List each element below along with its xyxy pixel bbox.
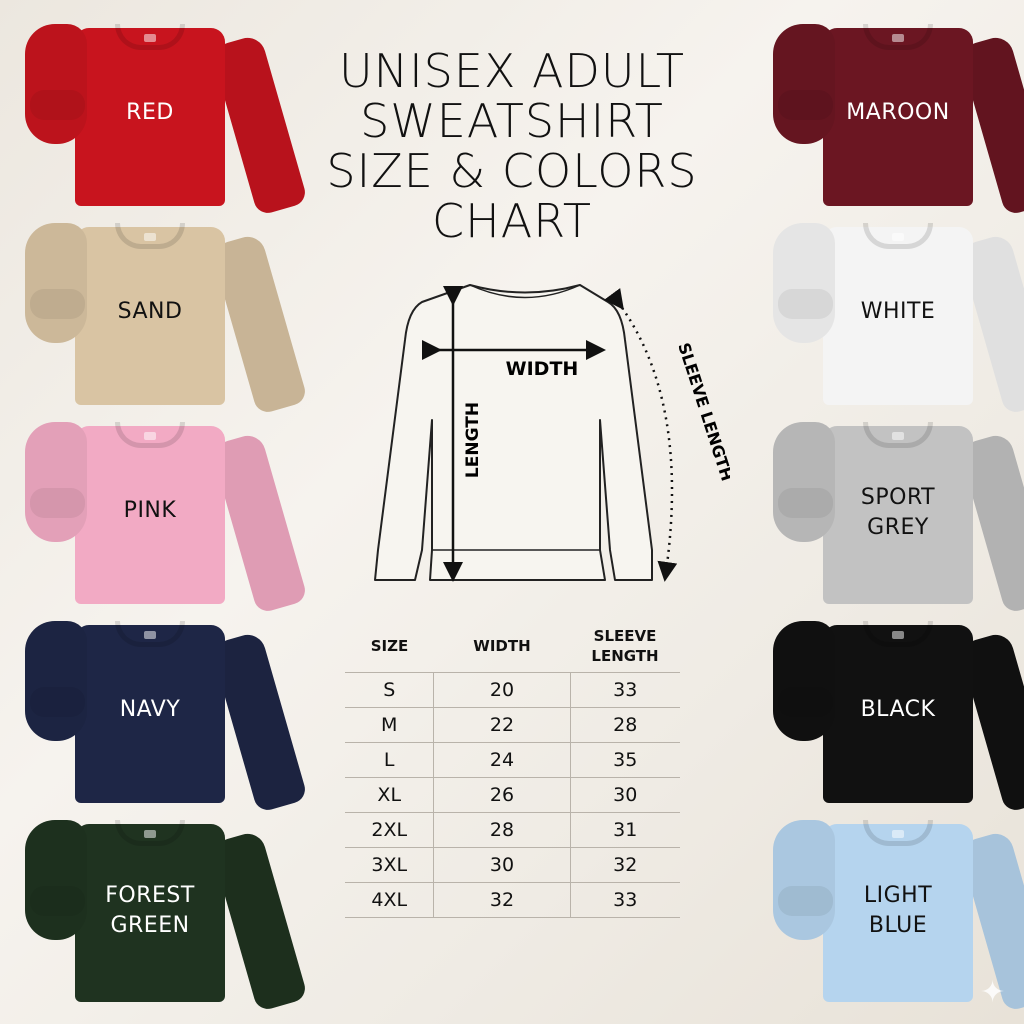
sweatshirt-outline: [374, 284, 653, 581]
color-label: RED: [126, 100, 174, 125]
size-table: SIZE WIDTH SLEEVE LENGTH S 20 33 M 22 28 L 24 35…: [345, 624, 680, 918]
sweatshirt-swatch-navy: NAVY: [20, 617, 309, 817]
table-cell: 24: [433, 742, 570, 778]
table-cell: S: [345, 672, 434, 708]
table-cell: 35: [569, 742, 680, 778]
sweatshirt-swatch-light-blue: LIGHT BLUE: [768, 816, 1024, 1016]
table-cell: 33: [569, 672, 680, 708]
header-sleeve-length: SLEEVE LENGTH: [591, 627, 659, 665]
sweatshirt-swatch-forest-green: FOREST GREEN: [20, 816, 309, 1016]
page-title: UNISEX ADULT SWEATSHIRT SIZE & COLORS CH…: [300, 46, 724, 246]
table-row: L 24 35: [345, 742, 680, 778]
title-line: UNISEX ADULT: [339, 44, 685, 98]
header-size: SIZE: [370, 637, 409, 655]
sweatshirt-swatch-white: WHITE: [768, 219, 1024, 419]
sweatshirt-swatch-sport-grey: SPORT GREY: [768, 418, 1024, 618]
table-row: M 22 28: [345, 707, 680, 743]
width-label: WIDTH: [506, 358, 579, 380]
table-row: 3XL 30 32: [345, 847, 680, 883]
color-label: LIGHT BLUE: [863, 883, 933, 938]
table-cell: 26: [433, 777, 570, 813]
sparkle-icon: ✦: [980, 975, 1006, 1010]
table-cell: 2XL: [345, 812, 434, 848]
table-cell: 30: [569, 777, 680, 813]
color-label: MAROON: [846, 100, 950, 125]
color-label: SAND: [117, 299, 183, 324]
color-label: WHITE: [860, 299, 936, 324]
table-row: 4XL 32 33: [345, 882, 680, 918]
table-cell: 4XL: [345, 882, 434, 918]
length-label: LENGTH: [463, 402, 483, 478]
table-cell: L: [345, 742, 434, 778]
table-cell: 33: [569, 882, 680, 918]
title-line: CHART: [432, 194, 592, 248]
sleeve-length-label: SLEEVE LENGTH: [674, 340, 730, 483]
sweatshirt-diagram: WIDTH LENGTH SLEEVE LENGTH: [374, 284, 730, 582]
color-label: FOREST GREEN: [105, 883, 195, 938]
sweatshirt-swatch-maroon: MAROON: [768, 20, 1024, 220]
table-cell: 31: [569, 812, 680, 848]
color-label: BLACK: [860, 697, 936, 722]
table-cell: 28: [433, 812, 570, 848]
table-cell: 3XL: [345, 847, 434, 883]
color-label: SPORT GREY: [860, 485, 936, 540]
table-cell: 22: [433, 707, 570, 743]
sweatshirt-swatch-pink: PINK: [20, 418, 309, 618]
table-cell: 32: [433, 882, 570, 918]
table-cell: 32: [569, 847, 680, 883]
sweatshirt-swatch-black: BLACK: [768, 617, 1024, 817]
title-line: SWEATSHIRT: [360, 94, 664, 148]
sleeve-arrow: [604, 288, 678, 582]
sweatshirt-swatch-red: RED: [20, 20, 309, 220]
table-row: XL 26 30: [345, 777, 680, 813]
sweatshirt-swatch-sand: SAND: [20, 219, 309, 419]
table-row: 2XL 28 31: [345, 812, 680, 848]
header-width: WIDTH: [473, 637, 531, 655]
table-cell: XL: [345, 777, 434, 813]
table-cell: 30: [433, 847, 570, 883]
table-cell: 20: [433, 672, 570, 708]
color-label: NAVY: [119, 697, 181, 722]
table-cell: M: [345, 707, 434, 743]
table-cell: 28: [569, 707, 680, 743]
title-line: SIZE & COLORS: [326, 144, 698, 198]
color-label: PINK: [123, 498, 177, 523]
table-row: S 20 33: [345, 672, 680, 708]
